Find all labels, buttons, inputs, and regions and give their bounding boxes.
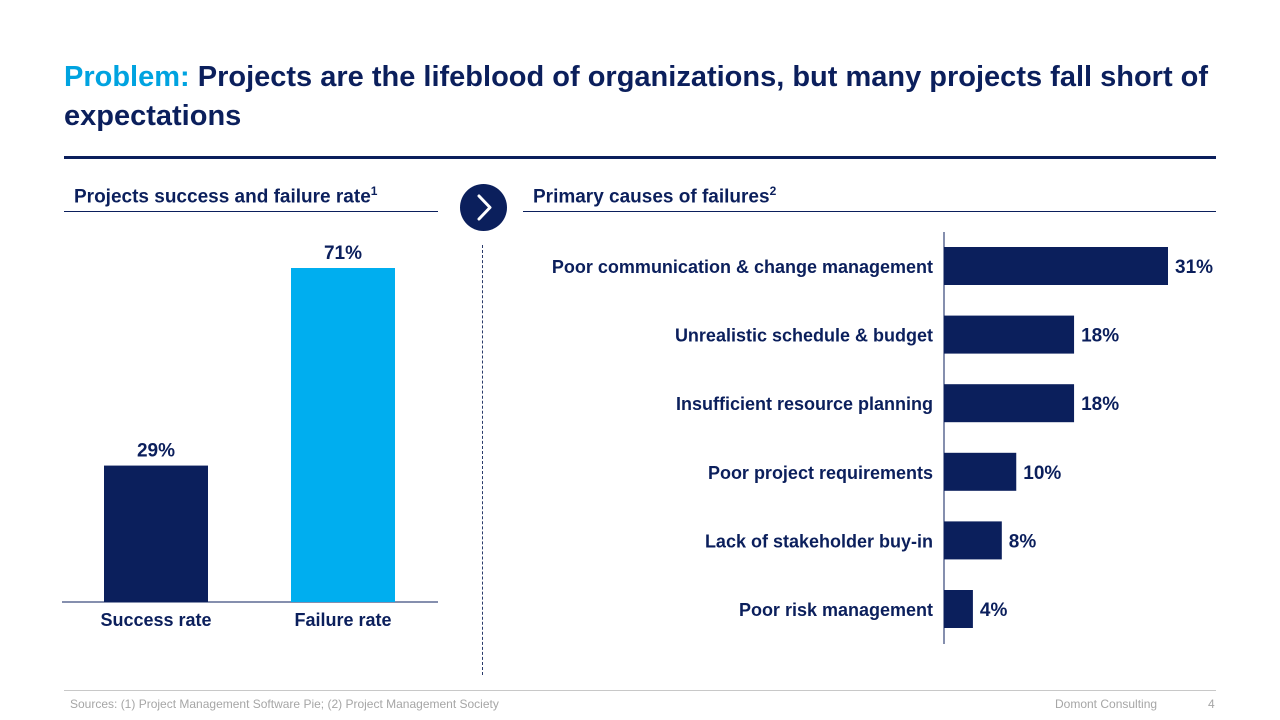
cause-value-label: 10% — [1023, 463, 1061, 484]
page-number: 4 — [1208, 697, 1215, 711]
left-panel-rule — [64, 211, 438, 212]
arrow-badge — [460, 184, 507, 231]
footer-company: Domont Consulting — [1055, 697, 1158, 711]
cause-label: Poor risk management — [739, 600, 933, 620]
chevron-right-icon — [477, 194, 492, 221]
cause-bar — [944, 315, 1075, 354]
slide-title: Problem: Projects are the lifeblood of o… — [64, 58, 1224, 136]
left-panel-heading: Projects success and failure rate1 — [74, 184, 377, 208]
cause-bar — [944, 247, 1168, 285]
cause-value-label: 4% — [980, 600, 1008, 621]
bar-value-label: 29% — [137, 441, 175, 462]
cause-label: Poor communication & change management — [552, 257, 933, 277]
left-heading-text: Projects success and failure rate — [74, 186, 371, 208]
title-prefix: Problem: — [64, 61, 190, 93]
footer-sources: Sources: (1) Project Management Software… — [70, 697, 499, 711]
right-panel-heading: Primary causes of failures2 — [533, 184, 776, 208]
bar-success-rate — [104, 465, 208, 602]
category-label: Failure rate — [294, 610, 391, 630]
right-heading-footnote: 2 — [769, 184, 777, 198]
category-label: Success rate — [100, 610, 211, 630]
cause-value-label: 8% — [1009, 531, 1037, 552]
cause-label: Poor project requirements — [708, 463, 933, 483]
footer-rule — [64, 690, 1216, 691]
right-heading-text: Primary causes of failures — [533, 186, 770, 208]
cause-label: Unrealistic schedule & budget — [675, 326, 933, 346]
title-rule — [64, 156, 1216, 159]
title-main: Projects are the lifeblood of organizati… — [64, 61, 1209, 132]
cause-label: Insufficient resource planning — [676, 394, 933, 414]
cause-bar — [944, 452, 1017, 491]
cause-bar — [944, 590, 973, 628]
bar-failure-rate — [291, 268, 395, 602]
left-heading-footnote: 1 — [370, 184, 378, 198]
bar-value-label: 71% — [324, 243, 362, 264]
right-panel-rule — [523, 211, 1216, 212]
cause-label: Lack of stakeholder buy-in — [705, 531, 933, 551]
cause-value-label: 31% — [1175, 257, 1213, 278]
cause-value-label: 18% — [1081, 394, 1119, 415]
cause-value-label: 18% — [1081, 326, 1119, 347]
panel-divider — [482, 245, 483, 675]
cause-bar — [944, 521, 1002, 560]
cause-bar — [944, 384, 1075, 423]
